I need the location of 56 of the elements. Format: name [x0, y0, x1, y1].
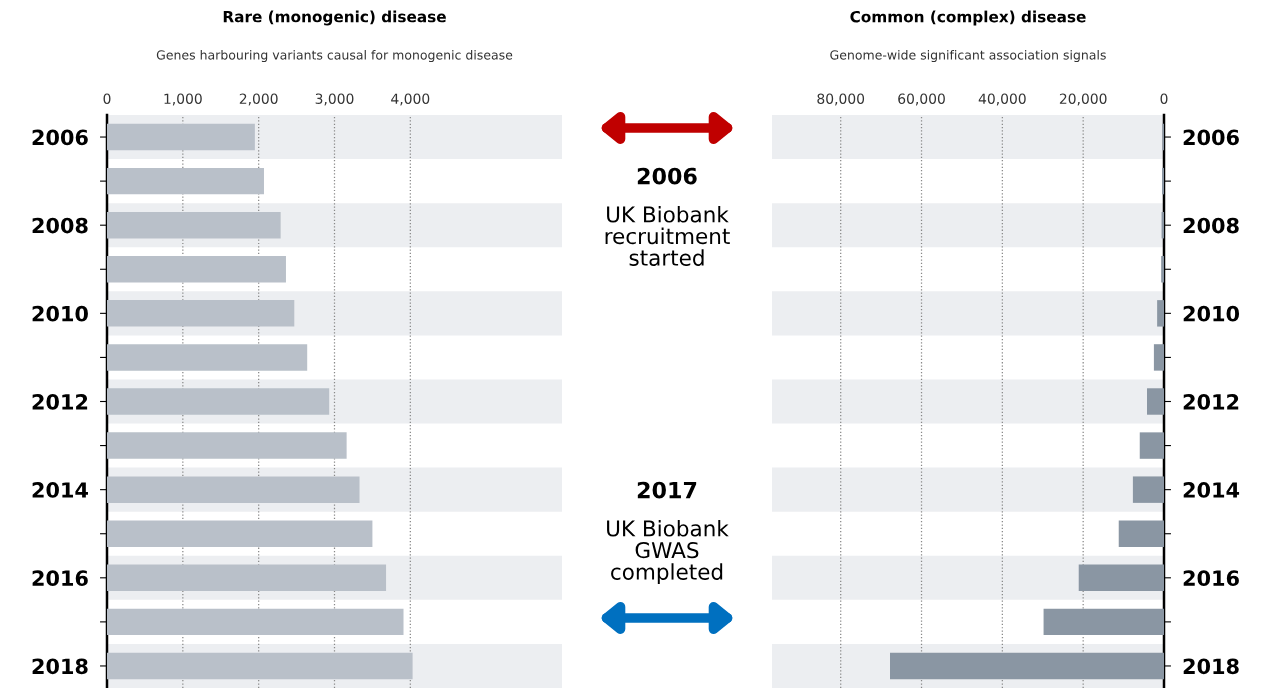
x-tick-label: 1,000 — [164, 93, 202, 106]
x-tick-label: 3,000 — [315, 93, 354, 106]
bar — [107, 564, 387, 592]
x-tick-label: 4,000 — [391, 93, 430, 106]
y-tick-label: 2014 — [1183, 482, 1240, 498]
y-tick-label: 2008 — [32, 217, 88, 234]
chart-title: Rare (monogenic) disease — [223, 10, 446, 26]
y-tick-label: 2006 — [32, 129, 88, 146]
x-tick-label: 60,000 — [898, 93, 945, 106]
bar — [107, 608, 404, 636]
bar — [107, 211, 281, 239]
bar — [1153, 344, 1164, 371]
bar — [1139, 432, 1164, 459]
x-tick-label: 0 — [103, 93, 111, 104]
text: UK Biobank GWAS completed — [607, 519, 729, 585]
bar — [107, 652, 413, 680]
bar — [107, 344, 308, 371]
y-tick-label: 2018 — [32, 658, 88, 675]
y-tick-label: 2006 — [1183, 129, 1239, 146]
x-tick-label: 40,000 — [978, 93, 1026, 106]
bar — [107, 167, 264, 195]
bar — [107, 520, 373, 547]
text: 2006 — [637, 167, 697, 185]
text: 2017 — [637, 481, 697, 499]
bar — [107, 256, 286, 283]
y-tick-label: 2010 — [1183, 305, 1240, 322]
x-tick-label: 0 — [1160, 93, 1168, 104]
y-tick-label: 2014 — [32, 482, 88, 498]
bar — [107, 300, 295, 327]
x-tick-label: 20,000 — [1059, 93, 1107, 106]
bar — [1157, 300, 1164, 327]
chart-subtitle: Genes harbouring variants causal for monogenic disease — [156, 49, 513, 63]
bar — [107, 123, 255, 151]
x-tick-label: 80,000 — [817, 93, 865, 106]
chart-subtitle: Genome-wide significant association signals — [830, 49, 1106, 63]
text: UK Biobank recruitment started — [605, 205, 730, 266]
y-tick-label: 2018 — [1183, 658, 1239, 675]
bar — [1118, 520, 1164, 547]
y-tick-label: 2008 — [1183, 217, 1239, 234]
bar — [1078, 564, 1164, 592]
chart-title: Common (complex) disease — [850, 10, 1086, 26]
y-tick-label: 2012 — [32, 393, 88, 410]
x-tick-label: 2,000 — [239, 93, 278, 106]
bar — [107, 388, 330, 415]
bar — [107, 476, 360, 503]
bar — [1132, 476, 1164, 503]
y-tick-label: 2016 — [32, 570, 88, 587]
bar — [1161, 256, 1164, 283]
bar — [107, 432, 347, 459]
y-tick-label: 2012 — [1183, 393, 1239, 410]
y-tick-label: 2016 — [1183, 570, 1239, 587]
y-tick-label: 2010 — [32, 305, 88, 322]
bar — [1043, 608, 1164, 636]
bar — [1147, 388, 1164, 415]
bar — [1161, 167, 1164, 195]
bar — [890, 652, 1164, 680]
